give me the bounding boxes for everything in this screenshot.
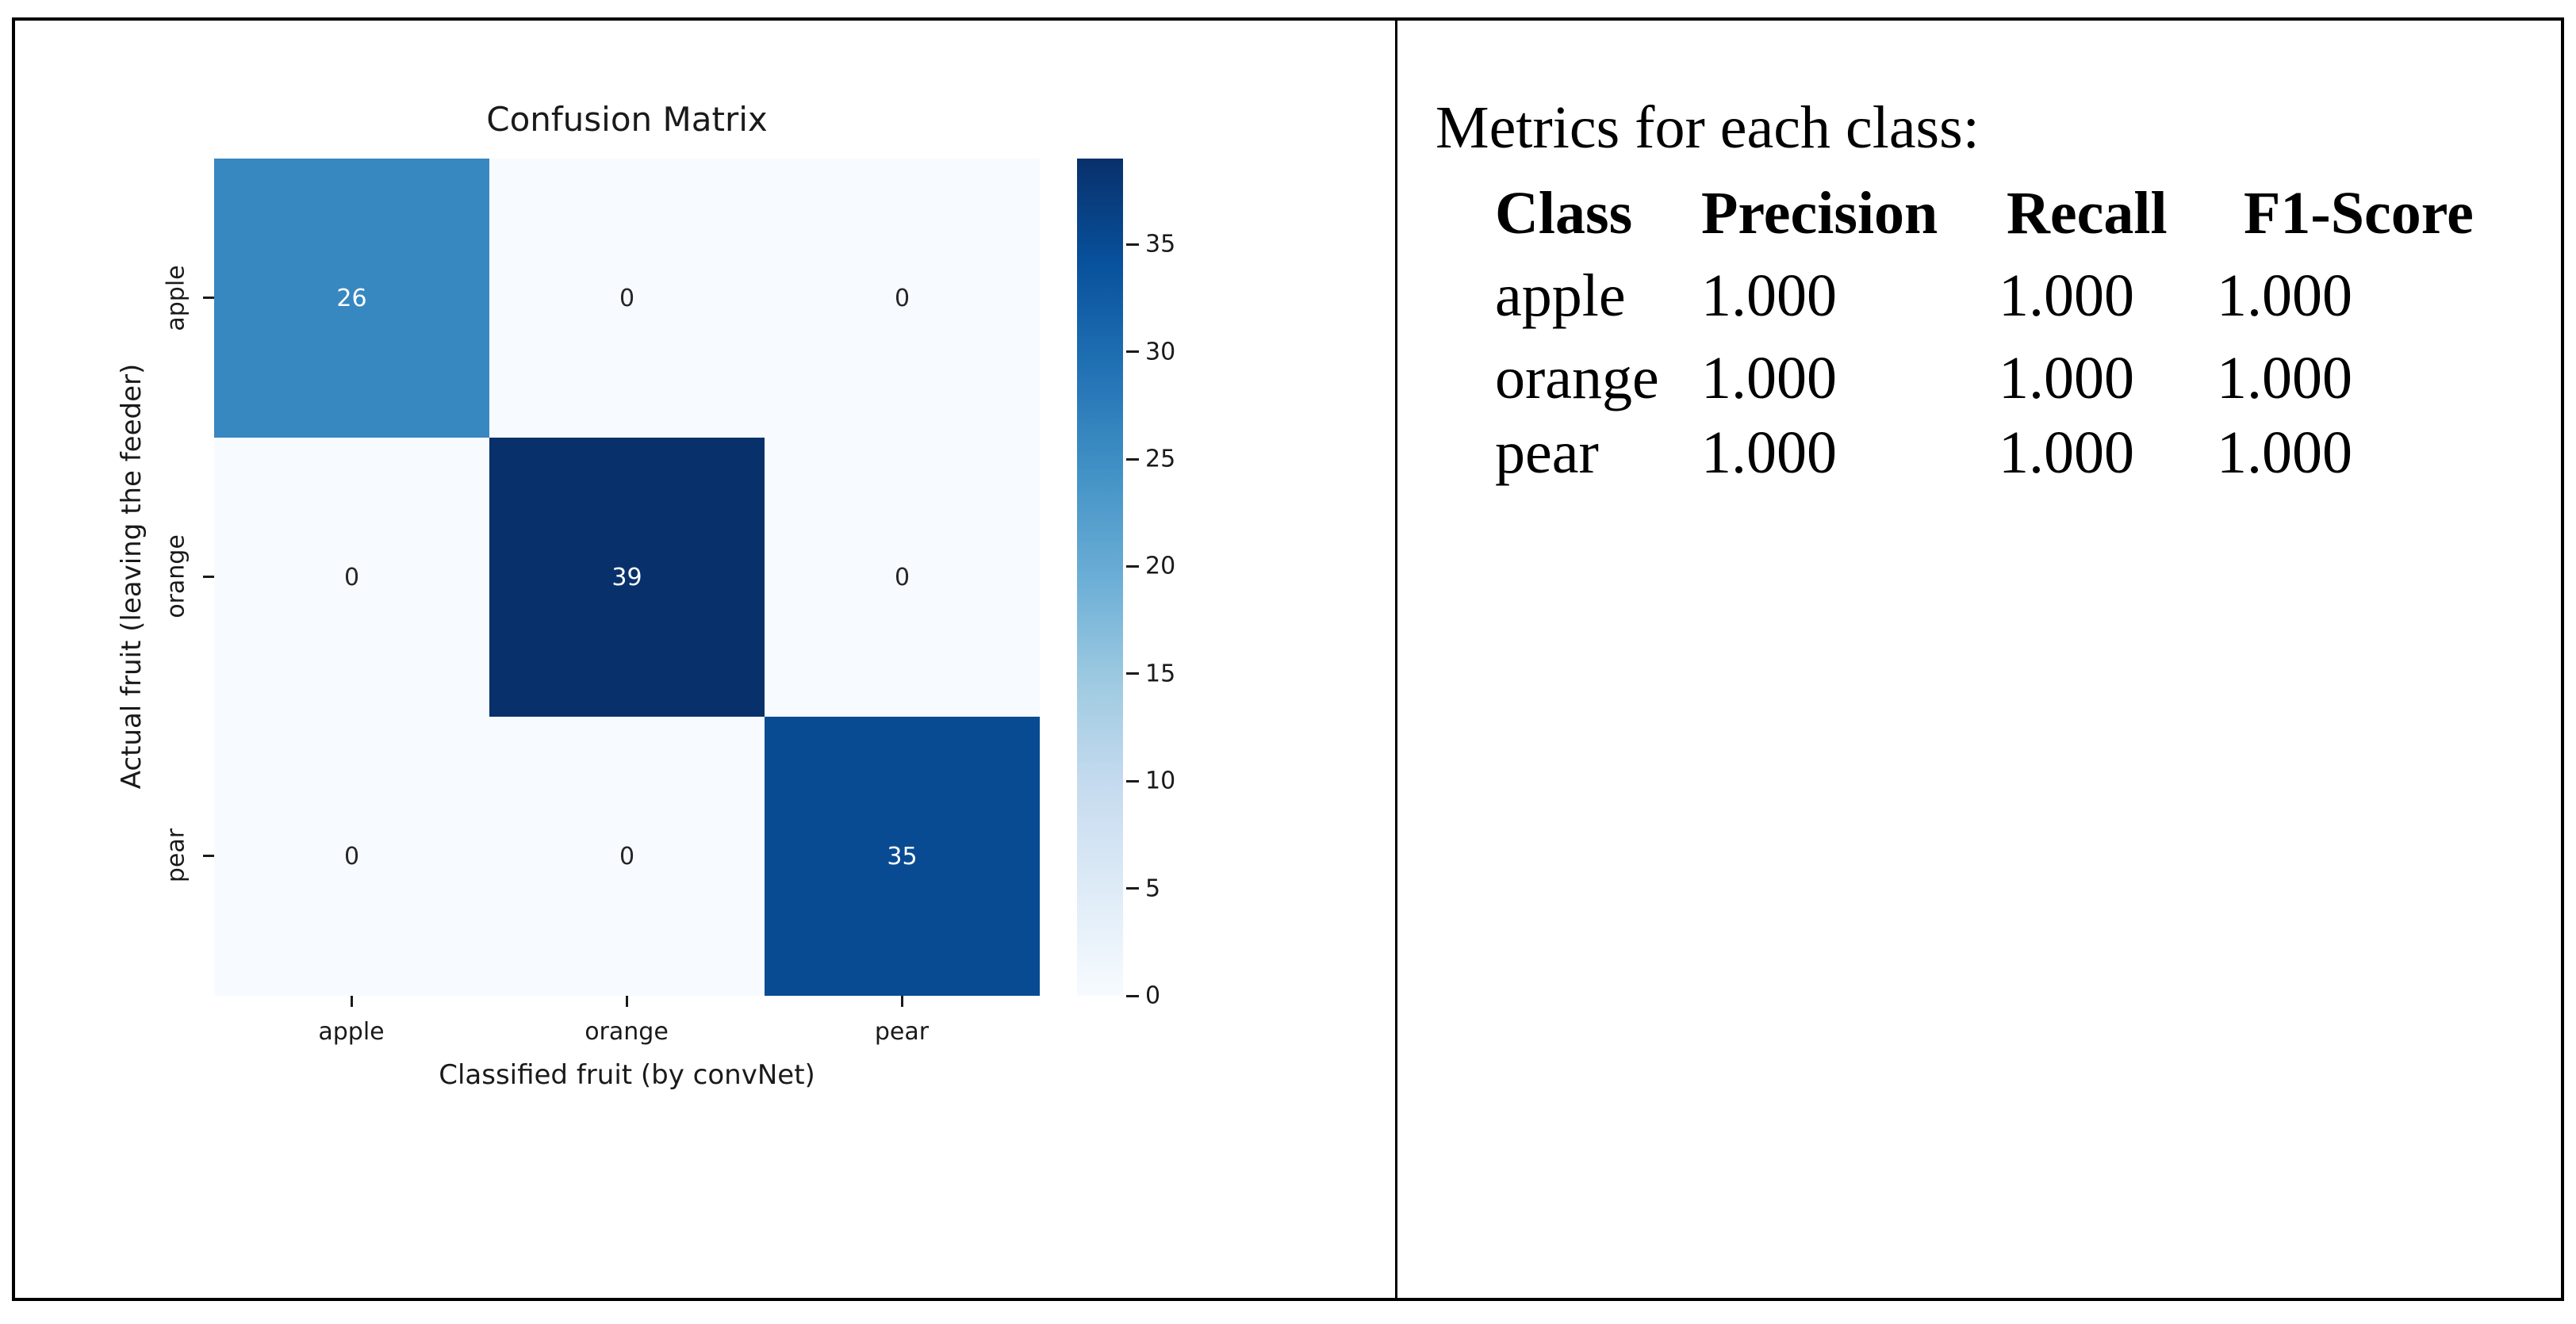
colorbar-tick-label: 35 bbox=[1145, 230, 1176, 258]
x-tick-label: orange bbox=[585, 1018, 669, 1046]
metrics-header-recall: Recall bbox=[2007, 180, 2168, 247]
heatmap-cell: 0 bbox=[214, 438, 489, 717]
outer-frame-border bbox=[12, 17, 2564, 1301]
metrics-f1: 1.000 bbox=[2217, 262, 2352, 329]
y-tick-mark bbox=[203, 297, 214, 299]
metrics-row-pear: pear 1.000 1.000 1.000 bbox=[1495, 419, 2550, 499]
y-tick-label: pear bbox=[162, 828, 190, 883]
heatmap-cell: 0 bbox=[489, 717, 765, 996]
colorbar-tick-label: 15 bbox=[1145, 660, 1176, 688]
y-tick-mark bbox=[203, 576, 214, 578]
x-tick-mark bbox=[626, 996, 628, 1007]
colorbar-tick-mark bbox=[1126, 887, 1139, 890]
y-tick-mark bbox=[203, 855, 214, 857]
colorbar-tick-label: 5 bbox=[1145, 874, 1161, 903]
colorbar-tick-label: 30 bbox=[1145, 338, 1176, 366]
colorbar-tick-label: 10 bbox=[1145, 767, 1176, 795]
colorbar-tick-mark bbox=[1126, 672, 1139, 675]
heatmap-cell: 0 bbox=[489, 159, 765, 438]
metrics-precision: 1.000 bbox=[1701, 262, 1837, 329]
metrics-header-f1: F1-Score bbox=[2244, 180, 2474, 247]
metrics-header-class: Class bbox=[1495, 180, 1633, 247]
heatmap-cell: 26 bbox=[214, 159, 489, 438]
confusion-matrix-heatmap: 26 0 0 0 39 0 0 0 35 bbox=[214, 159, 1040, 996]
metrics-class-name: apple bbox=[1495, 262, 1626, 329]
heatmap-cell: 35 bbox=[765, 717, 1040, 996]
colorbar-tick-mark bbox=[1126, 243, 1139, 246]
colorbar-tick-mark bbox=[1126, 457, 1139, 461]
y-tick-label: apple bbox=[162, 265, 190, 331]
x-tick-label: pear bbox=[874, 1018, 930, 1046]
heatmap-cell: 0 bbox=[765, 159, 1040, 438]
colorbar bbox=[1077, 159, 1123, 996]
metrics-precision: 1.000 bbox=[1701, 419, 1837, 486]
heatmap-cell: 0 bbox=[214, 717, 489, 996]
metrics-f1: 1.000 bbox=[2217, 345, 2352, 411]
metrics-f1: 1.000 bbox=[2217, 419, 2352, 486]
metrics-recall: 1.000 bbox=[1999, 262, 2134, 329]
panel-divider-line bbox=[1395, 17, 1397, 1301]
heatmap-cell: 39 bbox=[489, 438, 765, 717]
metrics-precision: 1.000 bbox=[1701, 345, 1837, 411]
x-axis-label: Classified fruit (by convNet) bbox=[439, 1059, 815, 1091]
metrics-class-name: pear bbox=[1495, 419, 1599, 486]
colorbar-tick-mark bbox=[1126, 779, 1139, 783]
colorbar-tick-mark bbox=[1126, 350, 1139, 354]
y-tick-label: orange bbox=[162, 534, 190, 618]
colorbar-tick-mark bbox=[1126, 994, 1139, 997]
colorbar-tick-label: 0 bbox=[1145, 982, 1161, 1010]
metrics-recall: 1.000 bbox=[1999, 419, 2134, 486]
colorbar-tick-mark bbox=[1126, 564, 1139, 568]
x-tick-mark bbox=[901, 996, 903, 1007]
metrics-class-name: orange bbox=[1495, 345, 1659, 411]
colorbar-tick-label: 25 bbox=[1145, 445, 1176, 473]
x-tick-label: apple bbox=[318, 1018, 385, 1046]
y-axis-label: Actual fruit (leaving the feeder) bbox=[116, 363, 148, 790]
metrics-row-orange: orange 1.000 1.000 1.000 bbox=[1495, 344, 2550, 425]
metrics-row-apple: apple 1.000 1.000 1.000 bbox=[1495, 262, 2550, 342]
metrics-header-precision: Precision bbox=[1701, 180, 1938, 247]
metrics-intro-text: Metrics for each class: bbox=[1436, 94, 1980, 161]
chart-title: Confusion Matrix bbox=[486, 100, 768, 139]
colorbar-tick-label: 20 bbox=[1145, 552, 1176, 580]
heatmap-cell: 0 bbox=[765, 438, 1040, 717]
x-tick-mark bbox=[351, 996, 353, 1007]
metrics-recall: 1.000 bbox=[1999, 345, 2134, 411]
metrics-header-row: Class Precision Recall F1-Score bbox=[1495, 179, 2550, 260]
